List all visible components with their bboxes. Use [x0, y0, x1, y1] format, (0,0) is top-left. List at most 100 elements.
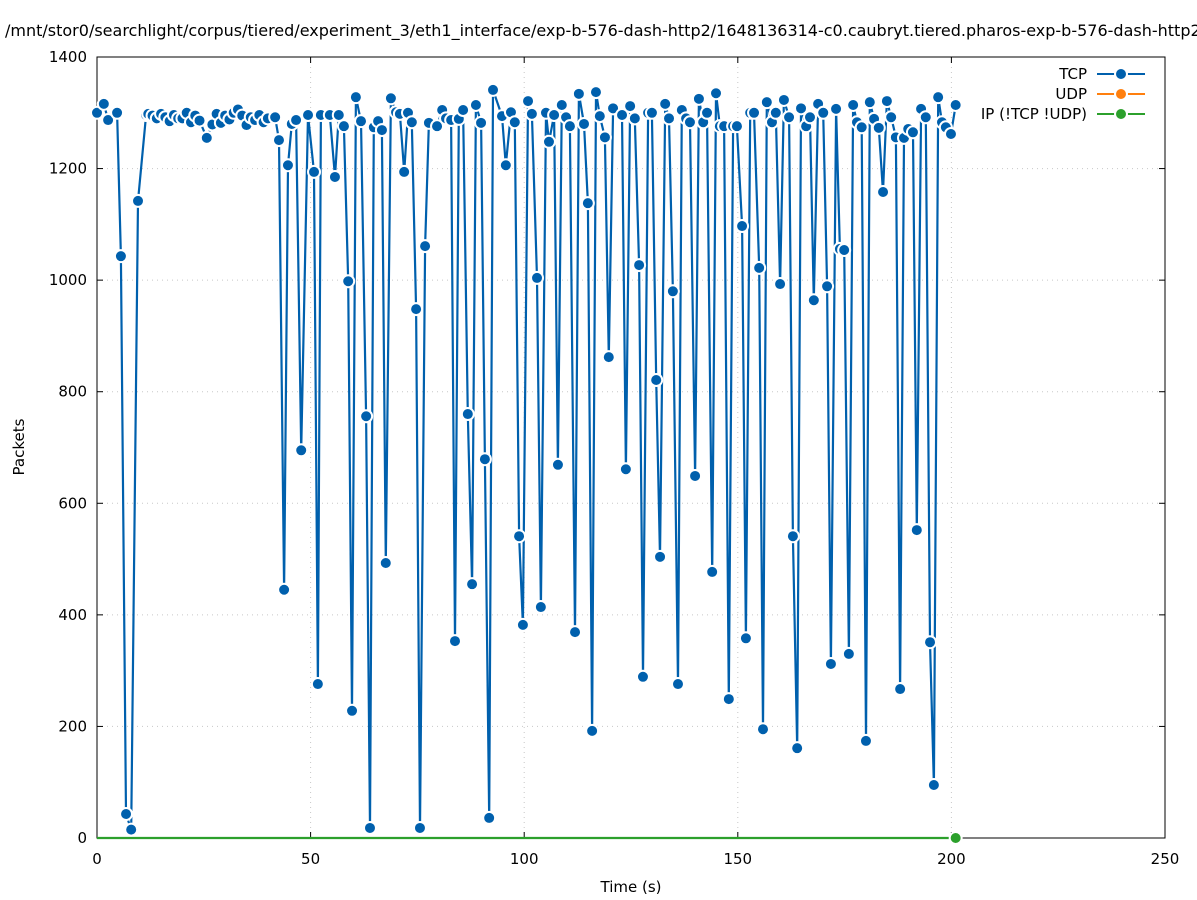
tcp-data-point [948, 97, 963, 112]
tcp-data-point [474, 115, 489, 130]
x-tick-label: 100 [510, 850, 539, 868]
tcp-data-point [585, 723, 600, 738]
plot-area [90, 82, 963, 845]
legend-label-udp: UDP [1055, 85, 1087, 103]
tcp-data-point [773, 277, 788, 292]
y-axis-label: Packets [10, 418, 28, 475]
tcp-data-point [507, 115, 522, 130]
tcp-data-point [884, 110, 899, 125]
y-tick-label: 1200 [49, 160, 87, 178]
tcp-data-point [289, 113, 304, 128]
tcp-data-point [331, 108, 346, 123]
tcp-data-point [658, 96, 673, 111]
legend-marker-udp [1114, 87, 1128, 101]
chart-title: /mnt/stor0/searchlight/corpus/tiered/exp… [5, 21, 1197, 41]
tcp-data-point [397, 164, 412, 179]
y-tick-label: 1000 [49, 271, 87, 289]
tcp-data-point [926, 778, 941, 793]
tcp-data-point [110, 105, 125, 120]
tcp-data-point [301, 108, 316, 123]
tcp-data-point [905, 125, 920, 140]
tcp-data-point [336, 119, 351, 134]
tcp-data-point [802, 110, 817, 125]
tcp-data-point [588, 85, 603, 100]
tcp-data-point [96, 96, 111, 111]
tcp-data-point [785, 529, 800, 544]
tcp-data-point [430, 119, 445, 134]
tcp-data-point [341, 274, 356, 289]
tcp-data-point [841, 646, 856, 661]
x-tick-label: 150 [723, 850, 752, 868]
tcp-data-point [879, 94, 894, 109]
tcp-data-point [592, 109, 607, 124]
tcp-data-point [682, 115, 697, 130]
tcp-data-point [721, 692, 736, 707]
tcp-data-point [348, 90, 363, 105]
tcp-data-point [568, 625, 583, 640]
tcp-data-point [268, 110, 283, 125]
tcp-data-point [794, 101, 809, 116]
tcp-data-point [837, 243, 852, 258]
tcp-data-point [271, 133, 286, 148]
tcp-data-point [486, 82, 501, 97]
tcp-data-point [294, 443, 309, 458]
tcp-data-point [554, 97, 569, 112]
tcp-data-point [482, 810, 497, 825]
legend-marker-tcp [1114, 67, 1128, 81]
tcp-data-point [606, 101, 621, 116]
tcp-data-point [277, 582, 292, 597]
tcp-data-point [119, 807, 134, 822]
tcp-data-point [632, 258, 647, 273]
tcp-data-point [756, 722, 771, 737]
legend-label-tcp: TCP [1058, 65, 1087, 83]
tcp-data-point [738, 631, 753, 646]
x-tick-label: 200 [937, 850, 966, 868]
tcp-data-point [601, 350, 616, 365]
tcp-data-point [530, 270, 545, 285]
tcp-data-point [615, 108, 630, 123]
tcp-data-point [893, 682, 908, 697]
tcp-data-point [931, 90, 946, 105]
tcp-data-point [862, 95, 877, 110]
tcp-data-point [820, 279, 835, 294]
tcp-data-point [653, 549, 668, 564]
legend-label-ip-tcp-udp: IP (!TCP !UDP) [981, 105, 1087, 123]
tcp-data-point [362, 820, 377, 835]
tcp-data-point [541, 134, 556, 149]
tcp-data-point [477, 452, 492, 467]
tcp-series-line [96, 89, 957, 830]
tcp-data-point [688, 468, 703, 483]
tcp-data-point [460, 407, 475, 422]
tcp-data-point [374, 123, 389, 138]
y-tick-label: 800 [58, 383, 87, 401]
tcp-data-point [533, 600, 548, 615]
tcp-data-point [418, 239, 433, 254]
tcp-data-point [359, 409, 374, 424]
tcp-data-point [846, 97, 861, 112]
tcp-data-point [876, 185, 891, 200]
tcp-data-point [327, 169, 342, 184]
tcp-data-point [113, 249, 128, 264]
tcp-data-point [404, 115, 419, 130]
x-axis-label: Time (s) [600, 878, 662, 896]
tcp-data-point [735, 219, 750, 234]
tcp-data-point [550, 457, 565, 472]
tcp-data-point [515, 617, 530, 632]
tcp-data-point [447, 634, 462, 649]
tcp-data-point [521, 94, 536, 109]
tcp-data-point [768, 105, 783, 120]
tcp-data-point [280, 158, 295, 173]
tcp-data-point [101, 113, 116, 128]
tcp-data-point [345, 703, 360, 718]
tcp-data-point [644, 105, 659, 120]
tcp-data-point [829, 101, 844, 116]
tcp-data-point [747, 105, 762, 120]
tcp-data-point [498, 158, 513, 173]
legend: TCP UDP IP (!TCP !UDP) [981, 65, 1145, 123]
tcp-data-point [823, 656, 838, 671]
tcp-data-point [378, 555, 393, 570]
tcp-data-point [700, 105, 715, 120]
x-tick-label: 0 [92, 850, 102, 868]
tcp-data-point [623, 99, 638, 114]
